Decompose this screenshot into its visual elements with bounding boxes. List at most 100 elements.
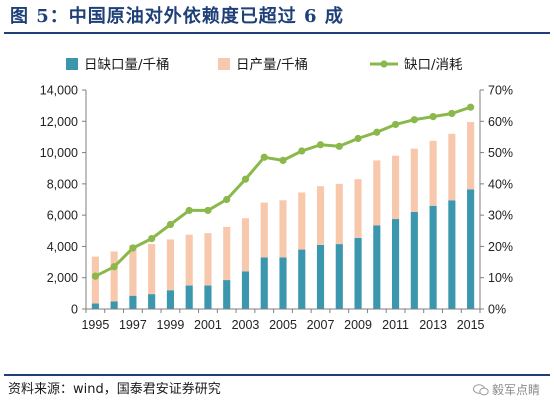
y-left-tick-label: 10,000	[40, 146, 78, 160]
y-left-tick-label: 12,000	[40, 115, 78, 129]
x-tick-label: 1995	[81, 318, 109, 332]
line-series	[91, 103, 475, 280]
y-left-tick-label: 2,000	[47, 271, 78, 285]
bar-production-2009	[354, 179, 362, 238]
bar-gap-2005	[279, 257, 287, 309]
bar-production-2005	[279, 200, 287, 258]
chart-legend: 日缺口量/千桶 日产量/千桶 缺口/消耗	[66, 57, 463, 73]
legend-swatch-gap	[66, 58, 78, 70]
dependency-point-2007	[316, 141, 325, 149]
x-tick-label: 2011	[382, 318, 409, 332]
bar-gap-2009	[354, 237, 362, 309]
y-left-tick-label: 4,000	[47, 240, 78, 254]
x-tick-label: 2003	[232, 318, 260, 332]
bar-gap-1999	[166, 290, 174, 309]
bar-gap-1995	[91, 303, 99, 309]
y-left-tick-label: 14,000	[40, 84, 78, 98]
watermark-text: 毅军点睛	[491, 383, 540, 397]
bar-gap-2012	[410, 212, 418, 309]
watermark: 毅军点睛	[472, 378, 540, 402]
y-left-tick-label: 8,000	[47, 177, 78, 191]
dependency-point-2002	[223, 195, 231, 204]
dependency-point-2001	[204, 206, 212, 215]
bar-production-2012	[410, 148, 418, 213]
bar-production-1999	[166, 239, 174, 291]
chart-axes: 0 2,000 4,000 6,000 8,000 10,000 12,000 14,000 0…	[40, 84, 513, 333]
dependency-point-2013	[429, 112, 437, 121]
dependency-point-1995	[91, 272, 99, 280]
y-right-tick-label: 10%	[488, 271, 513, 285]
bar-production-2002	[223, 226, 231, 281]
y-right-tick-label: 60%	[488, 115, 513, 129]
bar-production-2004	[260, 202, 268, 258]
dependency-point-1996	[110, 263, 118, 271]
dependency-point-2011	[391, 120, 400, 129]
dependency-point-2014	[448, 109, 456, 118]
bar-gap-2008	[335, 244, 343, 309]
y-left-tick-label: 0	[71, 303, 78, 317]
x-tick-label: 2001	[194, 318, 222, 332]
bar-production-2008	[335, 183, 343, 245]
legend-swatch-production	[218, 58, 230, 70]
y-right-tick-label: 30%	[488, 209, 513, 223]
bar-gap-2001	[204, 285, 212, 309]
y-left-tick-label: 6,000	[47, 209, 78, 223]
bar-gap-2015	[467, 189, 475, 309]
bar-gap-1998	[148, 294, 156, 309]
bar-gap-2014	[448, 200, 456, 309]
bar-production-2015	[467, 122, 475, 190]
x-tick-label: 2009	[344, 318, 372, 332]
x-tick-label: 1997	[119, 318, 147, 332]
bar-gap-2003	[241, 271, 250, 309]
title-divider	[4, 32, 550, 34]
dependency-point-1998	[148, 235, 156, 243]
bar-production-1997	[129, 244, 137, 296]
bar-production-2003	[241, 218, 250, 272]
dependency-point-2005	[279, 156, 287, 164]
bar-gap-2002	[223, 280, 231, 309]
dependency-point-2015	[467, 103, 475, 111]
x-tick-label: 2015	[457, 318, 485, 332]
y-right-tick-label: 70%	[488, 84, 513, 98]
bar-production-1995	[91, 256, 99, 304]
dependency-point-2003	[241, 175, 250, 183]
source-divider	[4, 374, 550, 376]
bar-production-1998	[148, 244, 156, 295]
x-tick-label: 2005	[269, 318, 297, 332]
bar-gap-2006	[298, 249, 306, 309]
x-tick-label: 1999	[157, 318, 185, 332]
dependency-point-2010	[373, 128, 381, 136]
dependency-point-2009	[354, 134, 362, 143]
x-tick-label: 2007	[307, 318, 335, 332]
dependency-point-2012	[410, 116, 418, 124]
dependency-point-2004	[260, 153, 268, 161]
bar-gap-2004	[260, 257, 268, 309]
dependency-point-1997	[129, 244, 137, 252]
bar-production-2014	[448, 133, 456, 201]
dependency-chart: 日缺口量/千桶 日产量/千桶 缺口/消耗 0 2,000 4,000 6,000 8,000…	[40, 57, 513, 333]
wechat-bubble-icon	[472, 384, 489, 396]
bar-gap-2000	[185, 285, 193, 309]
bar-gap-2013	[429, 205, 437, 309]
y-right-tick-label: 0%	[488, 303, 506, 317]
bar-production-2001	[204, 233, 212, 286]
bar-production-2011	[392, 155, 400, 220]
bar-production-1996	[110, 251, 118, 302]
bar-production-2000	[185, 234, 193, 286]
bar-series	[91, 122, 475, 309]
legend-label-dependency: 缺口/消耗	[404, 57, 463, 73]
bar-production-2013	[429, 140, 437, 206]
y-right-tick-label: 40%	[488, 177, 513, 191]
bar-gap-1996	[110, 301, 118, 309]
legend-marker-dependency	[380, 60, 388, 68]
chart-title: 图 5：中国原油对外依赖度已超过 6 成	[10, 6, 344, 27]
dependency-point-2008	[335, 142, 343, 150]
y-right-tick-label: 20%	[488, 240, 513, 254]
source-note: 资料来源：wind，国泰君安证券研究	[8, 382, 221, 397]
dependency-point-1999	[166, 220, 175, 229]
bar-gap-2011	[392, 219, 400, 309]
bar-production-2010	[373, 160, 381, 226]
bar-gap-2007	[316, 244, 325, 309]
dependency-point-2006	[298, 147, 306, 155]
bar-production-2007	[316, 186, 325, 245]
